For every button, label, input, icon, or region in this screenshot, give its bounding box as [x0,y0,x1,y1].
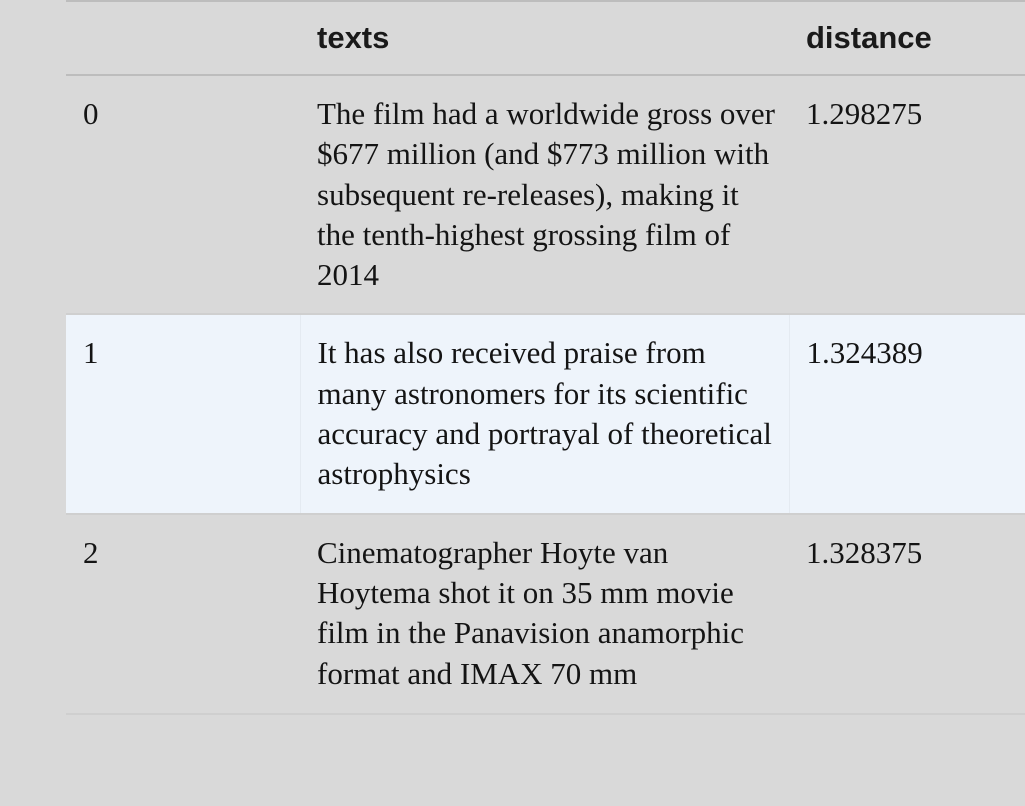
table-header: texts distance [66,1,1025,75]
row-distance: 1.328375 [806,534,923,570]
row-distance: 1.324389 [788,314,1025,514]
row-index: 1 [83,335,99,371]
row-text: Cinematographer Hoyte van Hoytema shot i… [317,534,745,691]
dataframe-table: texts distance 0 The film had a worldwid… [66,0,1025,715]
row-index: 0 [83,96,99,131]
texts-column-header: texts [317,20,390,55]
row-text: The film had a worldwide gross over $677… [317,96,775,293]
index-column-header [66,1,300,75]
table-row: 1 It has also received praise from many … [66,314,1025,514]
table-row: 0 The film had a worldwide gross over $6… [66,75,1025,315]
row-distance: 1.298275 [806,96,923,131]
row-index: 2 [83,534,99,570]
row-text: It has also received praise from many as… [299,314,789,514]
table-row: 2 Cinematographer Hoyte van Hoytema shot… [66,514,1025,714]
header-row: texts distance [66,1,1025,75]
distance-column-header: distance [806,20,932,55]
table-body: 0 The film had a worldwide gross over $6… [66,75,1025,714]
